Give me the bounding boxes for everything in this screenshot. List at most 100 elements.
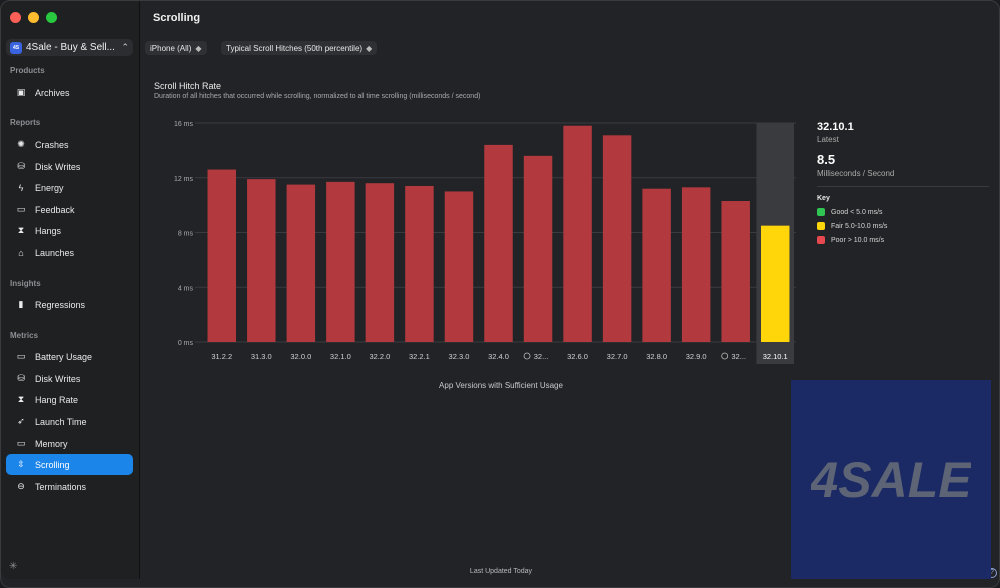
sidebar: 4S 4Sale - Buy & Sell... ⌃ Products ▣ Arch…: [1, 1, 140, 579]
key-list: Good < 5.0 ms/s Fair 5.0-10.0 ms/s Poor > …: [817, 208, 989, 244]
x-tick-label: 31.2.2: [211, 352, 232, 361]
clock-icon: [721, 352, 729, 360]
feedback-icon: ▭: [16, 204, 26, 214]
sidebar-item-label: Feedback: [35, 204, 75, 215]
x-tick-label: 32.10.1: [763, 352, 788, 361]
x-tick-label: 32.9.0: [686, 352, 707, 361]
key-item: Poor > 10.0 ms/s: [817, 236, 989, 244]
x-axis-label: App Versions with Sufficient Usage: [439, 381, 563, 390]
sidebar-item-regressions[interactable]: ▮ Regressions: [6, 294, 133, 315]
sidebar-item-scrolling[interactable]: ⇳ Scrolling: [6, 454, 133, 475]
bar: [681, 187, 711, 342]
x-tick-label: 32.2.1: [409, 352, 430, 361]
metric-filter-dropdown[interactable]: Typical Scroll Hitches (50th percentile)…: [221, 41, 378, 55]
close-window-button[interactable]: [10, 12, 21, 23]
disk-icon: ⛁: [17, 373, 25, 383]
sidebar-item-disk-writes[interactable]: ⛁ Disk Writes: [6, 156, 133, 177]
bar: [326, 181, 355, 342]
app-selector[interactable]: 4S 4Sale - Buy & Sell... ⌃: [6, 39, 133, 56]
selected-value: 8.5: [817, 152, 836, 167]
device-filter-dropdown[interactable]: iPhone (All) ◆: [145, 41, 207, 55]
energy-icon: ϟ: [18, 182, 24, 193]
sidebar-item-energy[interactable]: ϟ Energy: [6, 177, 133, 198]
x-tick-label: 32.8.0: [646, 352, 667, 361]
sidebar-item-label: Crashes: [35, 139, 69, 150]
chevron-updown-icon: ⌃: [121, 42, 129, 52]
x-tick-label: 32.4.0: [488, 352, 509, 361]
sidebar-item-battery-usage[interactable]: ▭ Battery Usage: [6, 346, 133, 367]
x-tick-label: 32.2.0: [369, 352, 390, 361]
sidebar-item-label: Scrolling: [35, 459, 70, 470]
app-selector-label: 4Sale - Buy & Sell...: [26, 42, 115, 53]
rocket-icon: ➶: [17, 416, 25, 426]
sidebar-item-feedback[interactable]: ▭ Feedback: [6, 199, 133, 220]
page-title: Scrolling: [153, 12, 201, 24]
summary-panel: 32.10.1 Latest 8.5 Milliseconds / Second…: [817, 121, 989, 244]
selected-version: 32.10.1: [817, 121, 854, 133]
bar: [523, 155, 553, 342]
sidebar-item-memory[interactable]: ▭ Memory: [6, 433, 133, 454]
sidebar-section-title: Metrics: [10, 331, 39, 340]
sidebar-item-terminations[interactable]: ⊖ Terminations: [6, 476, 133, 497]
regressions-icon: ▮: [18, 299, 24, 309]
sidebar-item-hangs[interactable]: ⧗ Hangs: [6, 220, 133, 241]
chart-subtitle: Duration of all hitches that occurred wh…: [154, 93, 481, 100]
terminations-icon: ⊖: [17, 481, 25, 491]
bar: [642, 188, 671, 342]
main-content: Scrolling iPhone (All) ◆ Typical Scroll …: [141, 1, 999, 587]
sidebar-item-label: Battery Usage: [35, 351, 93, 362]
key-label: Good < 5.0 ms/s: [831, 208, 883, 216]
sidebar-item-label: Disk Writes: [35, 161, 81, 172]
sidebar-item-label: Launch Time: [35, 416, 87, 427]
zoom-window-button[interactable]: [46, 12, 57, 23]
sidebar-item-label: Terminations: [35, 481, 87, 492]
bar: [484, 144, 513, 342]
y-tick-label: 8 ms: [178, 231, 194, 238]
bar: [207, 169, 236, 342]
sidebar-item-launches[interactable]: ⌂ Launches: [6, 242, 133, 263]
bar: [563, 125, 592, 342]
bar: [286, 184, 316, 342]
sidebar-item-hang-rate[interactable]: ⧗ Hang Rate: [6, 389, 133, 410]
x-tick-label: 32.0.0: [290, 352, 311, 361]
sidebar-item-crashes[interactable]: ✺ Crashes: [6, 134, 133, 155]
minimize-window-button[interactable]: [28, 12, 39, 23]
watermark-logo-image: 4SALE: [811, 452, 971, 508]
sidebar-section-title: Reports: [10, 118, 41, 127]
sidebar-item-label: Disk Writes: [35, 373, 81, 384]
selected-value-caption: Milliseconds / Second: [817, 169, 895, 178]
key-label: Poor > 10.0 ms/s: [831, 236, 885, 244]
key-label: Fair 5.0-10.0 ms/s: [831, 222, 888, 230]
bar: [721, 201, 750, 342]
key-item: Good < 5.0 ms/s: [817, 208, 989, 216]
crash-icon: ✺: [17, 139, 25, 149]
bar: [247, 179, 276, 342]
sidebar-section-title: Insights: [10, 279, 41, 288]
sidebar-item-archives[interactable]: ▣ Archives: [6, 82, 133, 103]
sidebar-item-label: Launches: [35, 247, 75, 258]
sidebar-item-label: Regressions: [35, 299, 86, 310]
sidebar-item-label: Memory: [35, 438, 68, 449]
clock-icon: [523, 352, 531, 360]
loading-spinner-icon: ✳: [9, 561, 18, 572]
sidebar-item-disk-writes[interactable]: ⛁ Disk Writes: [6, 368, 133, 389]
y-tick-label: 4 ms: [178, 285, 194, 292]
launch-icon: ⌂: [18, 247, 24, 258]
x-tick-label: 32.3.0: [449, 352, 470, 361]
metric-filter-label: Typical Scroll Hitches (50th percentile): [226, 43, 363, 53]
scroll-icon: ⇳: [17, 459, 25, 469]
hourglass-icon: ⧗: [17, 394, 25, 404]
sidebar-item-launch-time[interactable]: ➶ Launch Time: [6, 411, 133, 432]
svg-text:4SALE: 4SALE: [811, 452, 971, 508]
sidebar-item-label: Archives: [35, 87, 70, 98]
y-tick-label: 16 ms: [174, 121, 194, 128]
key-swatch: [817, 222, 825, 230]
key-swatch: [817, 236, 825, 244]
watermark-logo: 4SALE: [791, 380, 991, 579]
bar: [365, 183, 395, 342]
bar: [761, 225, 790, 342]
selected-version-caption: Latest: [817, 135, 839, 144]
disk-icon: ⛁: [17, 161, 25, 171]
window-controls: [10, 12, 57, 23]
